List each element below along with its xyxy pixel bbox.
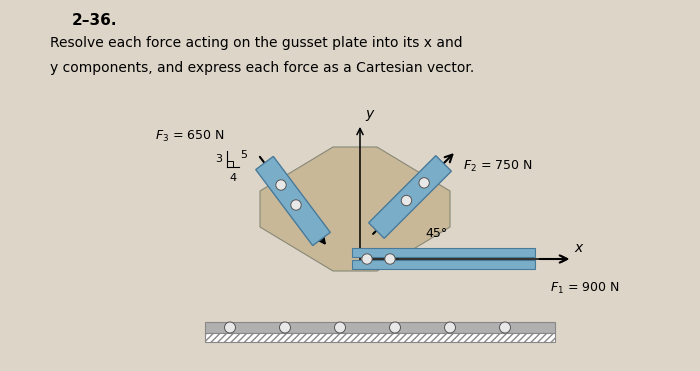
Circle shape	[225, 322, 235, 333]
Circle shape	[444, 322, 456, 333]
Circle shape	[276, 180, 286, 190]
Text: 5: 5	[240, 150, 247, 160]
Text: y components, and express each force as a Cartesian vector.: y components, and express each force as …	[50, 61, 475, 75]
Circle shape	[290, 200, 301, 210]
Text: Resolve each force acting on the gusset plate into its x and: Resolve each force acting on the gusset …	[50, 36, 463, 50]
Bar	[205, 333, 555, 342]
Circle shape	[385, 254, 396, 264]
Text: $F_1$ = 900 N: $F_1$ = 900 N	[550, 281, 620, 296]
Polygon shape	[256, 157, 330, 246]
Text: $F_2$ = 750 N: $F_2$ = 750 N	[463, 159, 533, 174]
Circle shape	[335, 322, 346, 333]
Bar	[352, 260, 535, 269]
Text: 4: 4	[230, 173, 237, 183]
Text: 2–36.: 2–36.	[72, 13, 118, 28]
Circle shape	[279, 322, 290, 333]
Bar	[352, 248, 535, 257]
Circle shape	[401, 196, 412, 206]
Text: 45°: 45°	[425, 227, 447, 240]
Text: y: y	[365, 107, 373, 121]
Bar	[227, 161, 233, 167]
Circle shape	[500, 322, 510, 333]
Circle shape	[419, 178, 429, 188]
Text: 3: 3	[215, 154, 222, 164]
Circle shape	[362, 254, 372, 264]
Text: $F_3$ = 650 N: $F_3$ = 650 N	[155, 129, 225, 144]
Circle shape	[389, 322, 400, 333]
Bar	[205, 322, 555, 333]
Text: x: x	[574, 241, 582, 255]
Polygon shape	[260, 147, 450, 271]
Polygon shape	[369, 155, 452, 238]
